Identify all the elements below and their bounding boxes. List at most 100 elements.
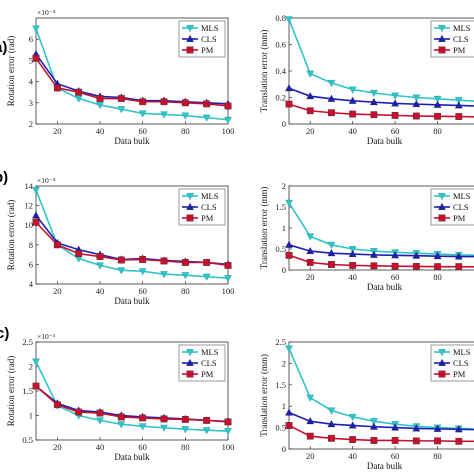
series-cls [285, 408, 474, 433]
x-axis-label: Data bulk [114, 136, 150, 146]
data-point-cls [454, 252, 463, 260]
data-point-pm [181, 259, 189, 266]
y-tick-label: 0 [282, 119, 286, 129]
data-point-pm [412, 263, 420, 270]
data-point-cls [433, 252, 442, 260]
data-point-cls [433, 100, 442, 108]
y-tick-label: 0.2 [275, 93, 286, 103]
series-line-pm [35, 385, 229, 423]
legend-marker-mls [186, 349, 194, 357]
y-tick-label: 2 [282, 358, 286, 368]
data-point-mls [224, 116, 232, 124]
data-point-pm [370, 111, 378, 119]
x-axis-label: Data bulk [114, 296, 150, 306]
data-point-pm [328, 261, 335, 268]
data-point-pm [285, 100, 293, 108]
x-tick-label: 20 [306, 451, 315, 461]
data-point-cls [391, 99, 399, 107]
legend-label-cls: CLS [201, 202, 217, 212]
x-tick-label: 100 [222, 286, 235, 296]
panel-label: c) [0, 325, 9, 342]
x-tick-label: 80 [181, 126, 190, 136]
legend-label-mls: MLS [453, 347, 471, 357]
data-point-pm [53, 241, 61, 249]
legend-marker-pm [438, 370, 446, 378]
legend-label-mls: MLS [201, 23, 219, 33]
data-point-mls [202, 427, 211, 435]
data-point-cls [348, 96, 357, 104]
y-tick-label: 6 [29, 259, 33, 269]
y-tick-label: 1.5 [275, 202, 286, 212]
x-tick-label: 80 [181, 286, 190, 296]
y-axis-label: Translation error (mm) [259, 30, 269, 113]
data-point-mls [370, 418, 378, 426]
y-axis-label: Translation error (mm) [259, 187, 269, 270]
data-point-mls [202, 114, 211, 122]
data-point-mls [117, 106, 126, 114]
x-tick-label: 40 [96, 126, 105, 136]
series-line-mls [35, 189, 229, 279]
data-point-cls [433, 424, 442, 432]
data-point-cls [412, 251, 421, 259]
data-point-mls [370, 89, 378, 97]
data-point-pm [75, 88, 83, 96]
data-point-pm [306, 432, 314, 440]
legend-label-cls: CLS [453, 358, 469, 368]
x-tick-label: 40 [348, 126, 357, 136]
legend-label-pm: PM [453, 45, 466, 55]
data-point-mls [306, 233, 315, 241]
data-point-cls [454, 425, 463, 433]
data-point-mls [96, 101, 104, 110]
data-point-cls [412, 100, 421, 108]
y-axis-label: Translation error (mm) [259, 354, 269, 437]
data-point-mls [32, 186, 40, 195]
legend-marker-cls [438, 202, 446, 210]
x-tick-label: 40 [96, 442, 105, 452]
data-point-cls [370, 250, 378, 258]
data-point-mls [327, 407, 336, 415]
legend-marker-cls [186, 358, 194, 366]
series-pm [285, 422, 474, 445]
y-axis-label: Rotation error (rad) [6, 356, 16, 426]
chart-panel-6: 0 0.5 1 1.5 2 2.5 20 40 60 80 Data bulk Translation… [259, 337, 474, 471]
legend-marker-mls [438, 25, 446, 33]
series-line-mls [288, 202, 474, 256]
legend-label-mls: MLS [201, 191, 219, 201]
x-tick-label: 40 [96, 286, 105, 296]
data-point-mls [138, 423, 147, 431]
series-line-cls [288, 87, 474, 107]
series-cls [285, 84, 474, 109]
data-point-pm [203, 417, 211, 424]
data-point-mls [202, 273, 211, 281]
legend-marker-pm [186, 46, 194, 54]
data-point-mls [348, 86, 357, 94]
y-tick-label: 1.5 [275, 380, 286, 390]
chart-panel-3: 4 6 8 10 12 14 20 40 60 80 100 ×10⁻⁴ Data bulk Rotati… [0, 169, 234, 306]
y-tick-label: 0.5 [275, 423, 286, 433]
x-tick-label: 60 [138, 286, 147, 296]
series-line-cls [288, 411, 474, 431]
data-point-pm [224, 102, 232, 110]
data-point-mls [285, 345, 293, 353]
x-tick-label: 80 [433, 451, 442, 461]
data-point-pm [224, 261, 232, 269]
axis-multiplier: ×10⁻⁴ [37, 8, 56, 17]
y-tick-label: 1 [282, 223, 286, 233]
y-tick-label: 4 [29, 279, 34, 289]
data-point-pm [181, 416, 189, 423]
legend-label-cls: CLS [453, 202, 469, 212]
series-line-pm [35, 221, 229, 267]
x-tick-label: 20 [53, 286, 62, 296]
y-tick-label: 0.5 [275, 244, 286, 254]
data-point-pm [391, 111, 399, 119]
legend-label-pm: PM [453, 213, 466, 223]
x-tick-label: 20 [306, 126, 315, 136]
legend-label-pm: PM [201, 45, 214, 55]
chart-panel-1: 2 3 4 5 6 20 40 60 80 100 ×10⁻⁴ Data bulk Rotation e… [0, 8, 234, 146]
data-point-pm [32, 382, 40, 390]
data-point-pm [224, 418, 232, 426]
y-tick-label: 2 [29, 119, 33, 129]
data-point-pm [349, 110, 357, 118]
